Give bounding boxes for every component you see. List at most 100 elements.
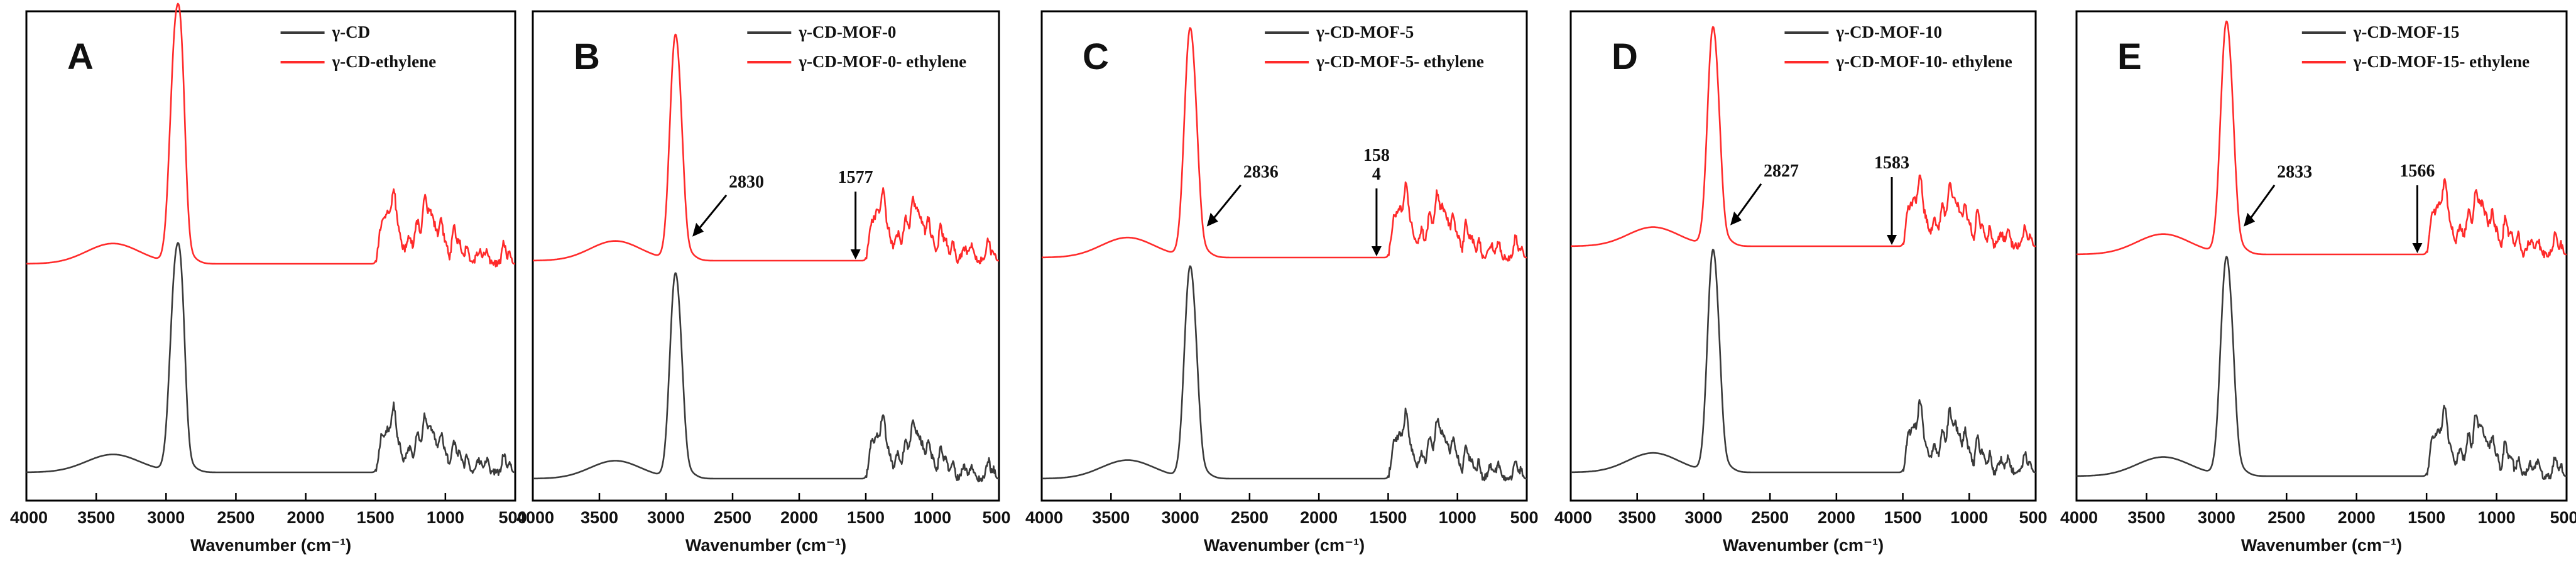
peak-annotation: 2830 xyxy=(692,173,764,237)
x-tick-label: 1000 xyxy=(1950,508,1988,527)
x-tick-label: 500 xyxy=(1510,508,1538,527)
legend-entry: γ-CD xyxy=(332,23,371,41)
annotation-label: 2830 xyxy=(729,173,764,192)
annotation-label: 1566 xyxy=(2399,161,2435,181)
x-tick-label: 2500 xyxy=(1751,508,1789,527)
annotation-arrow xyxy=(1212,184,1242,220)
peak-annotation: 1566 xyxy=(2399,161,2435,253)
chart-panel-B: Bγ-CD-MOF-0 γ-CD-MOF-0- ethylene 4000 3500 3… xyxy=(516,10,1011,555)
peak-annotation: 2827 xyxy=(1730,161,1799,225)
annotation-arrowhead xyxy=(1206,212,1218,227)
spectrum-pristine xyxy=(1041,265,1527,482)
peak-annotation: 2833 xyxy=(2244,163,2312,227)
panel-letter: A xyxy=(67,36,94,77)
x-axis-label: Wavenumber (cm⁻¹) xyxy=(1204,536,1365,555)
x-tick-label: 1000 xyxy=(2478,508,2516,527)
x-tick-label: 1500 xyxy=(847,508,885,527)
x-tick-label: 2500 xyxy=(714,508,751,527)
x-tick-label: 2000 xyxy=(1818,508,1855,527)
panel-letter: E xyxy=(2117,36,2142,77)
x-tick-label: 500 xyxy=(982,508,1010,527)
x-tick-label: 3500 xyxy=(1618,508,1656,527)
annotation-label: 1583 xyxy=(1874,153,1909,173)
x-tick-label: 3500 xyxy=(77,508,115,527)
peak-annotation: 1577 xyxy=(838,168,873,259)
annotation-arrowhead xyxy=(1371,246,1382,256)
x-tick-label: 4000 xyxy=(516,508,554,527)
x-tick-label: 1500 xyxy=(1369,508,1407,527)
plot-frame xyxy=(1040,10,1528,502)
annotation-arrowhead xyxy=(1887,235,1897,245)
chart-panel-A: Aγ-CD γ-CD-ethylene 4000 3500 3000 2500 2000 15… xyxy=(10,3,527,555)
x-tick-label: 1000 xyxy=(427,508,464,527)
x-tick-label: 2500 xyxy=(1231,508,1269,527)
legend-entry: γ-CD-MOF-10 xyxy=(1835,23,1942,41)
spectrum-ethylene xyxy=(1041,27,1527,262)
x-tick-label: 2000 xyxy=(2338,508,2376,527)
spectrum-ethylene xyxy=(532,33,1000,264)
x-tick-label: 3500 xyxy=(1092,508,1130,527)
x-tick-label: 1500 xyxy=(1884,508,1922,527)
legend-entry: γ-CD-MOF-5 xyxy=(1316,23,1414,41)
chart-panel-E: Eγ-CD-MOF-15 γ-CD-MOF-15- ethylene 4000 350… xyxy=(2060,10,2576,555)
spectrum-pristine xyxy=(532,272,1000,482)
x-tick-label: 3000 xyxy=(647,508,685,527)
chart-panel-D: Dγ-CD-MOF-10 γ-CD-MOF-10- ethylene 4000 350… xyxy=(1554,10,2048,555)
x-tick-label: 3000 xyxy=(147,508,185,527)
x-tick-label: 4000 xyxy=(2060,508,2098,527)
x-axis-label: Wavenumber (cm⁻¹) xyxy=(2241,536,2402,555)
x-tick-label: 3000 xyxy=(2198,508,2235,527)
annotation-arrowhead xyxy=(692,222,704,237)
x-tick-label: 500 xyxy=(498,508,527,527)
legend-entry: γ-CD-MOF-5- ethylene xyxy=(1316,52,1484,71)
annotation-arrowhead xyxy=(850,249,861,259)
annotation-arrow xyxy=(1735,183,1762,219)
plot-frame xyxy=(532,10,1000,502)
legend-entry: γ-CD-ethylene xyxy=(332,52,437,71)
x-tick-label: 4000 xyxy=(1025,508,1063,527)
annotation-arrow xyxy=(697,194,728,230)
legend-entry: γ-CD-MOF-15- ethylene xyxy=(2353,52,2530,71)
spectrum-ethylene xyxy=(26,3,516,268)
x-tick-label: 1500 xyxy=(2408,508,2445,527)
legend-entry: γ-CD-MOF-0- ethylene xyxy=(798,52,966,71)
annotation-label: 158 xyxy=(1363,146,1390,165)
spectrum-pristine xyxy=(26,242,516,476)
x-tick-label: 1000 xyxy=(914,508,951,527)
x-tick-label: 3500 xyxy=(581,508,618,527)
x-tick-label: 2000 xyxy=(1300,508,1338,527)
peak-annotation: 2836 xyxy=(1206,163,1279,227)
plot-frame xyxy=(1569,10,2037,502)
annotation-label: 2833 xyxy=(2277,163,2312,182)
spectrum-pristine xyxy=(1570,249,2036,476)
x-tick-label: 500 xyxy=(2550,508,2576,527)
annotation-arrowhead xyxy=(2412,243,2423,253)
annotation-label: 1577 xyxy=(838,168,873,187)
plot-frame xyxy=(2075,10,2568,502)
spectrum-ethylene xyxy=(2076,20,2567,259)
x-axis-label: Wavenumber (cm⁻¹) xyxy=(190,536,351,555)
peak-annotation: 1583 xyxy=(1874,153,1909,245)
x-tick-label: 500 xyxy=(2019,508,2047,527)
panel-letter: B xyxy=(574,36,600,77)
legend-entry: γ-CD-MOF-0 xyxy=(798,23,896,41)
x-tick-label: 2000 xyxy=(780,508,818,527)
x-tick-label: 1500 xyxy=(357,508,395,527)
x-tick-label: 2500 xyxy=(217,508,254,527)
legend-entry: γ-CD-MOF-10- ethylene xyxy=(1835,52,2012,71)
annotation-label: 2827 xyxy=(1764,161,1799,181)
panel-letter: D xyxy=(1612,36,1638,77)
annotation-label: 4 xyxy=(1372,165,1381,184)
x-tick-label: 3000 xyxy=(1162,508,1199,527)
annotation-arrowhead xyxy=(2244,212,2256,227)
x-tick-label: 1000 xyxy=(1439,508,1476,527)
x-tick-label: 2000 xyxy=(287,508,325,527)
x-tick-label: 4000 xyxy=(10,508,48,527)
annotation-arrow xyxy=(2249,184,2276,220)
plot-frame xyxy=(25,10,516,502)
annotation-arrowhead xyxy=(1730,211,1742,225)
annotation-label: 2836 xyxy=(1243,163,1279,182)
